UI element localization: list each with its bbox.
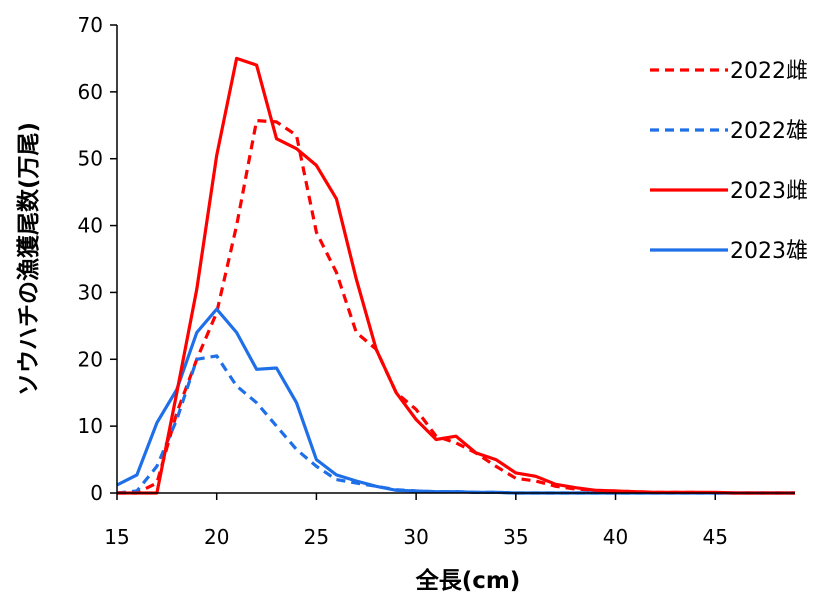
axes (116, 25, 795, 494)
y-tick-label: 20 (78, 347, 103, 371)
y-ticks: 0 10 20 30 40 50 60 70 (78, 13, 117, 505)
x-tick-label: 20 (204, 525, 229, 549)
y-tick-label: 10 (78, 414, 103, 438)
x-ticks: 15 20 25 30 35 40 45 (104, 493, 728, 549)
legend-label-3: 2023雄 (730, 239, 808, 264)
x-tick-label: 30 (403, 525, 428, 549)
x-tick-label: 40 (603, 525, 628, 549)
legend-label-1: 2022雄 (730, 119, 808, 144)
y-tick-label: 30 (78, 280, 103, 304)
x-tick-label: 35 (503, 525, 528, 549)
series-line-1 (116, 354, 795, 495)
x-tick-label: 45 (703, 525, 728, 549)
legend-label-0: 2022雌 (730, 59, 808, 84)
legend-label-2: 2023雌 (730, 179, 808, 204)
y-tick-label: 0 (90, 481, 103, 505)
y-tick-label: 70 (78, 13, 103, 37)
x-axis-title: 全長(cm) (415, 567, 521, 594)
series-line-2 (117, 56, 795, 495)
x-tick-label: 25 (304, 525, 329, 549)
legend: 2022雌 2022雄 2023雌 2023雄 (650, 59, 808, 264)
x-tick-label: 15 (104, 525, 129, 549)
series-line-3 (116, 307, 795, 495)
plot-lines (116, 56, 795, 495)
y-axis-title: ソウハチの漁獲尾数(万尾) (15, 122, 42, 396)
y-tick-label: 40 (78, 214, 103, 238)
y-tick-label: 60 (78, 80, 103, 104)
y-tick-label: 50 (78, 147, 103, 171)
